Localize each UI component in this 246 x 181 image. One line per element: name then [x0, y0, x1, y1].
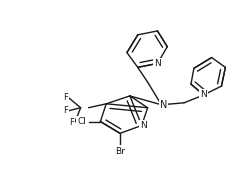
Text: N: N [140, 121, 147, 130]
Text: N: N [154, 59, 161, 68]
Text: N: N [160, 100, 167, 110]
Text: F: F [69, 118, 74, 127]
Text: F: F [63, 93, 68, 102]
Text: Cl: Cl [77, 117, 86, 126]
Text: N: N [200, 90, 207, 99]
Text: F: F [63, 106, 68, 115]
Text: Br: Br [115, 147, 125, 155]
